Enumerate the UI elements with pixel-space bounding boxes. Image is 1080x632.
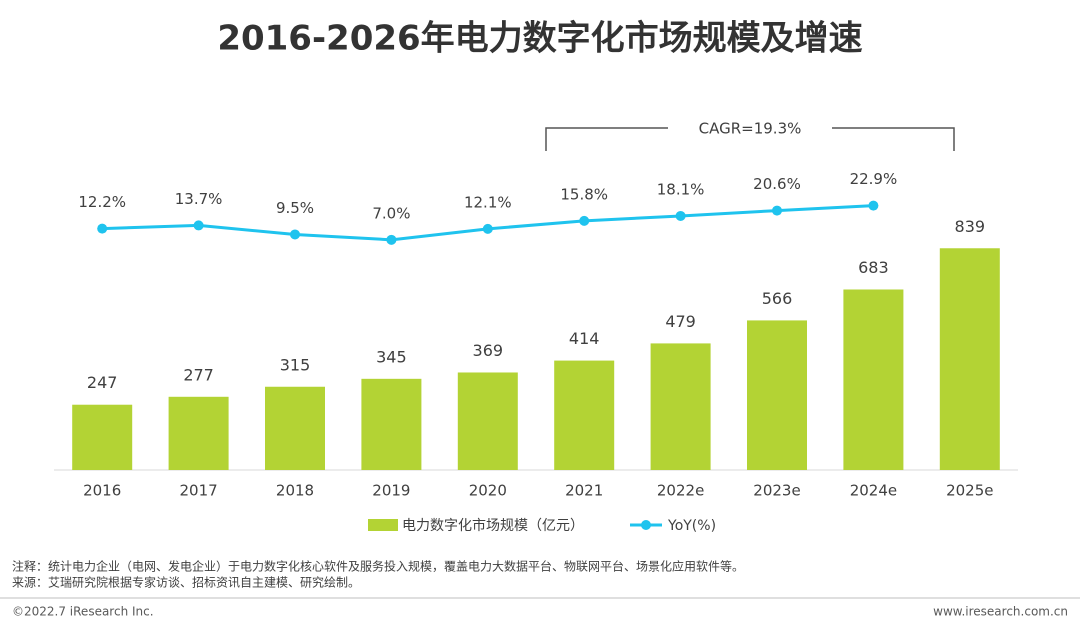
- line-point: [579, 215, 590, 226]
- legend-label: 电力数字化市场规模（亿元）: [402, 517, 584, 534]
- data-label: 15.8%: [560, 185, 608, 203]
- line-point: [386, 234, 397, 245]
- x-tick-label: 2018: [276, 482, 314, 500]
- annotation: CAGR=19.3%: [699, 120, 802, 138]
- data-label: 315: [280, 355, 311, 374]
- bar: [939, 248, 1000, 470]
- line-point: [868, 200, 879, 211]
- line-point: [193, 220, 204, 231]
- bar: [265, 386, 325, 470]
- data-label: 479: [665, 312, 696, 331]
- bar: [72, 404, 133, 470]
- website: www.iresearch.com.cn: [933, 605, 1068, 619]
- legend-swatch: [641, 520, 651, 530]
- data-label: 7.0%: [372, 204, 410, 222]
- x-tick-label: 2020: [469, 482, 507, 500]
- x-tick-label: 2024e: [850, 482, 897, 500]
- x-tick-label: 2019: [372, 482, 410, 500]
- data-label: 12.1%: [464, 193, 512, 211]
- bar: [843, 289, 904, 470]
- line-point: [97, 223, 108, 234]
- legend-label: YoY(%): [667, 518, 716, 534]
- data-label: 13.7%: [175, 190, 223, 208]
- chart-title: 2016-2026年电力数字化市场规模及增速: [217, 19, 862, 59]
- data-label: 18.1%: [657, 180, 705, 198]
- data-label: 683: [858, 258, 889, 277]
- data-label: 566: [762, 289, 793, 308]
- line-point: [482, 223, 493, 234]
- bar: [650, 343, 711, 470]
- bar: [457, 372, 518, 470]
- bar: [554, 360, 615, 470]
- data-label: 277: [183, 365, 214, 384]
- bar: [168, 396, 229, 470]
- x-tick-label: 2025e: [946, 482, 993, 500]
- data-label: 247: [87, 373, 118, 392]
- data-label: 345: [376, 347, 407, 366]
- copyright: ©2022.7 iResearch Inc.: [12, 605, 154, 619]
- line-point: [675, 210, 686, 221]
- data-label: 22.9%: [850, 170, 898, 188]
- x-tick-label: 2017: [180, 482, 218, 500]
- line-point: [772, 205, 782, 216]
- data-label: 12.2%: [78, 193, 126, 211]
- line-point: [290, 229, 300, 240]
- data-label: 839: [955, 217, 986, 236]
- x-tick-label: 2021: [565, 482, 603, 500]
- data-label: 20.6%: [753, 175, 801, 193]
- bar: [747, 320, 807, 470]
- data-label: 414: [569, 329, 600, 348]
- cagr-bracket: [545, 127, 955, 151]
- data-label: 9.5%: [276, 199, 314, 217]
- x-tick-label: 2023e: [753, 482, 800, 500]
- bar: [361, 378, 422, 470]
- x-tick-label: 2016: [83, 482, 121, 500]
- source: 来源：艾瑞研究院根据专家访谈、招标资讯自主建模、研究绘制。: [12, 575, 360, 590]
- x-tick-label: 2022e: [657, 482, 704, 500]
- note: 注释：统计电力企业（电网、发电企业）于电力数字化核心软件及服务投入规模，覆盖电力…: [12, 559, 744, 574]
- data-label: 369: [473, 341, 504, 360]
- legend-swatch: [368, 519, 398, 531]
